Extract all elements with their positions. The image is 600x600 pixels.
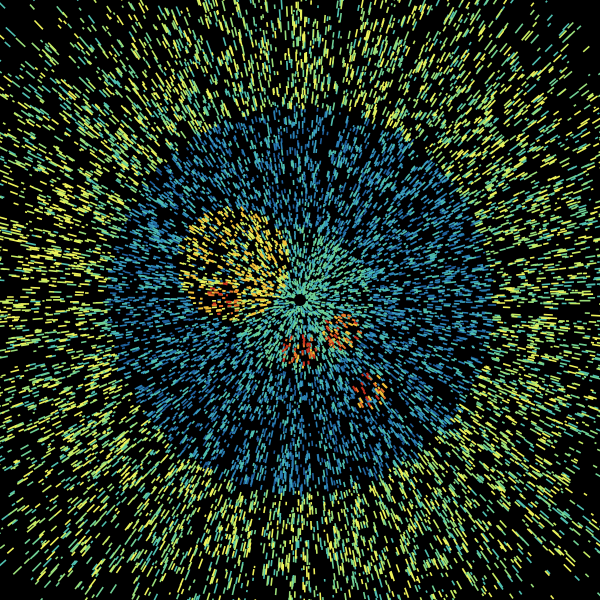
echo-speckle [181, 206, 388, 410]
radar-center [294, 294, 306, 306]
echo-speckle [207, 282, 381, 407]
